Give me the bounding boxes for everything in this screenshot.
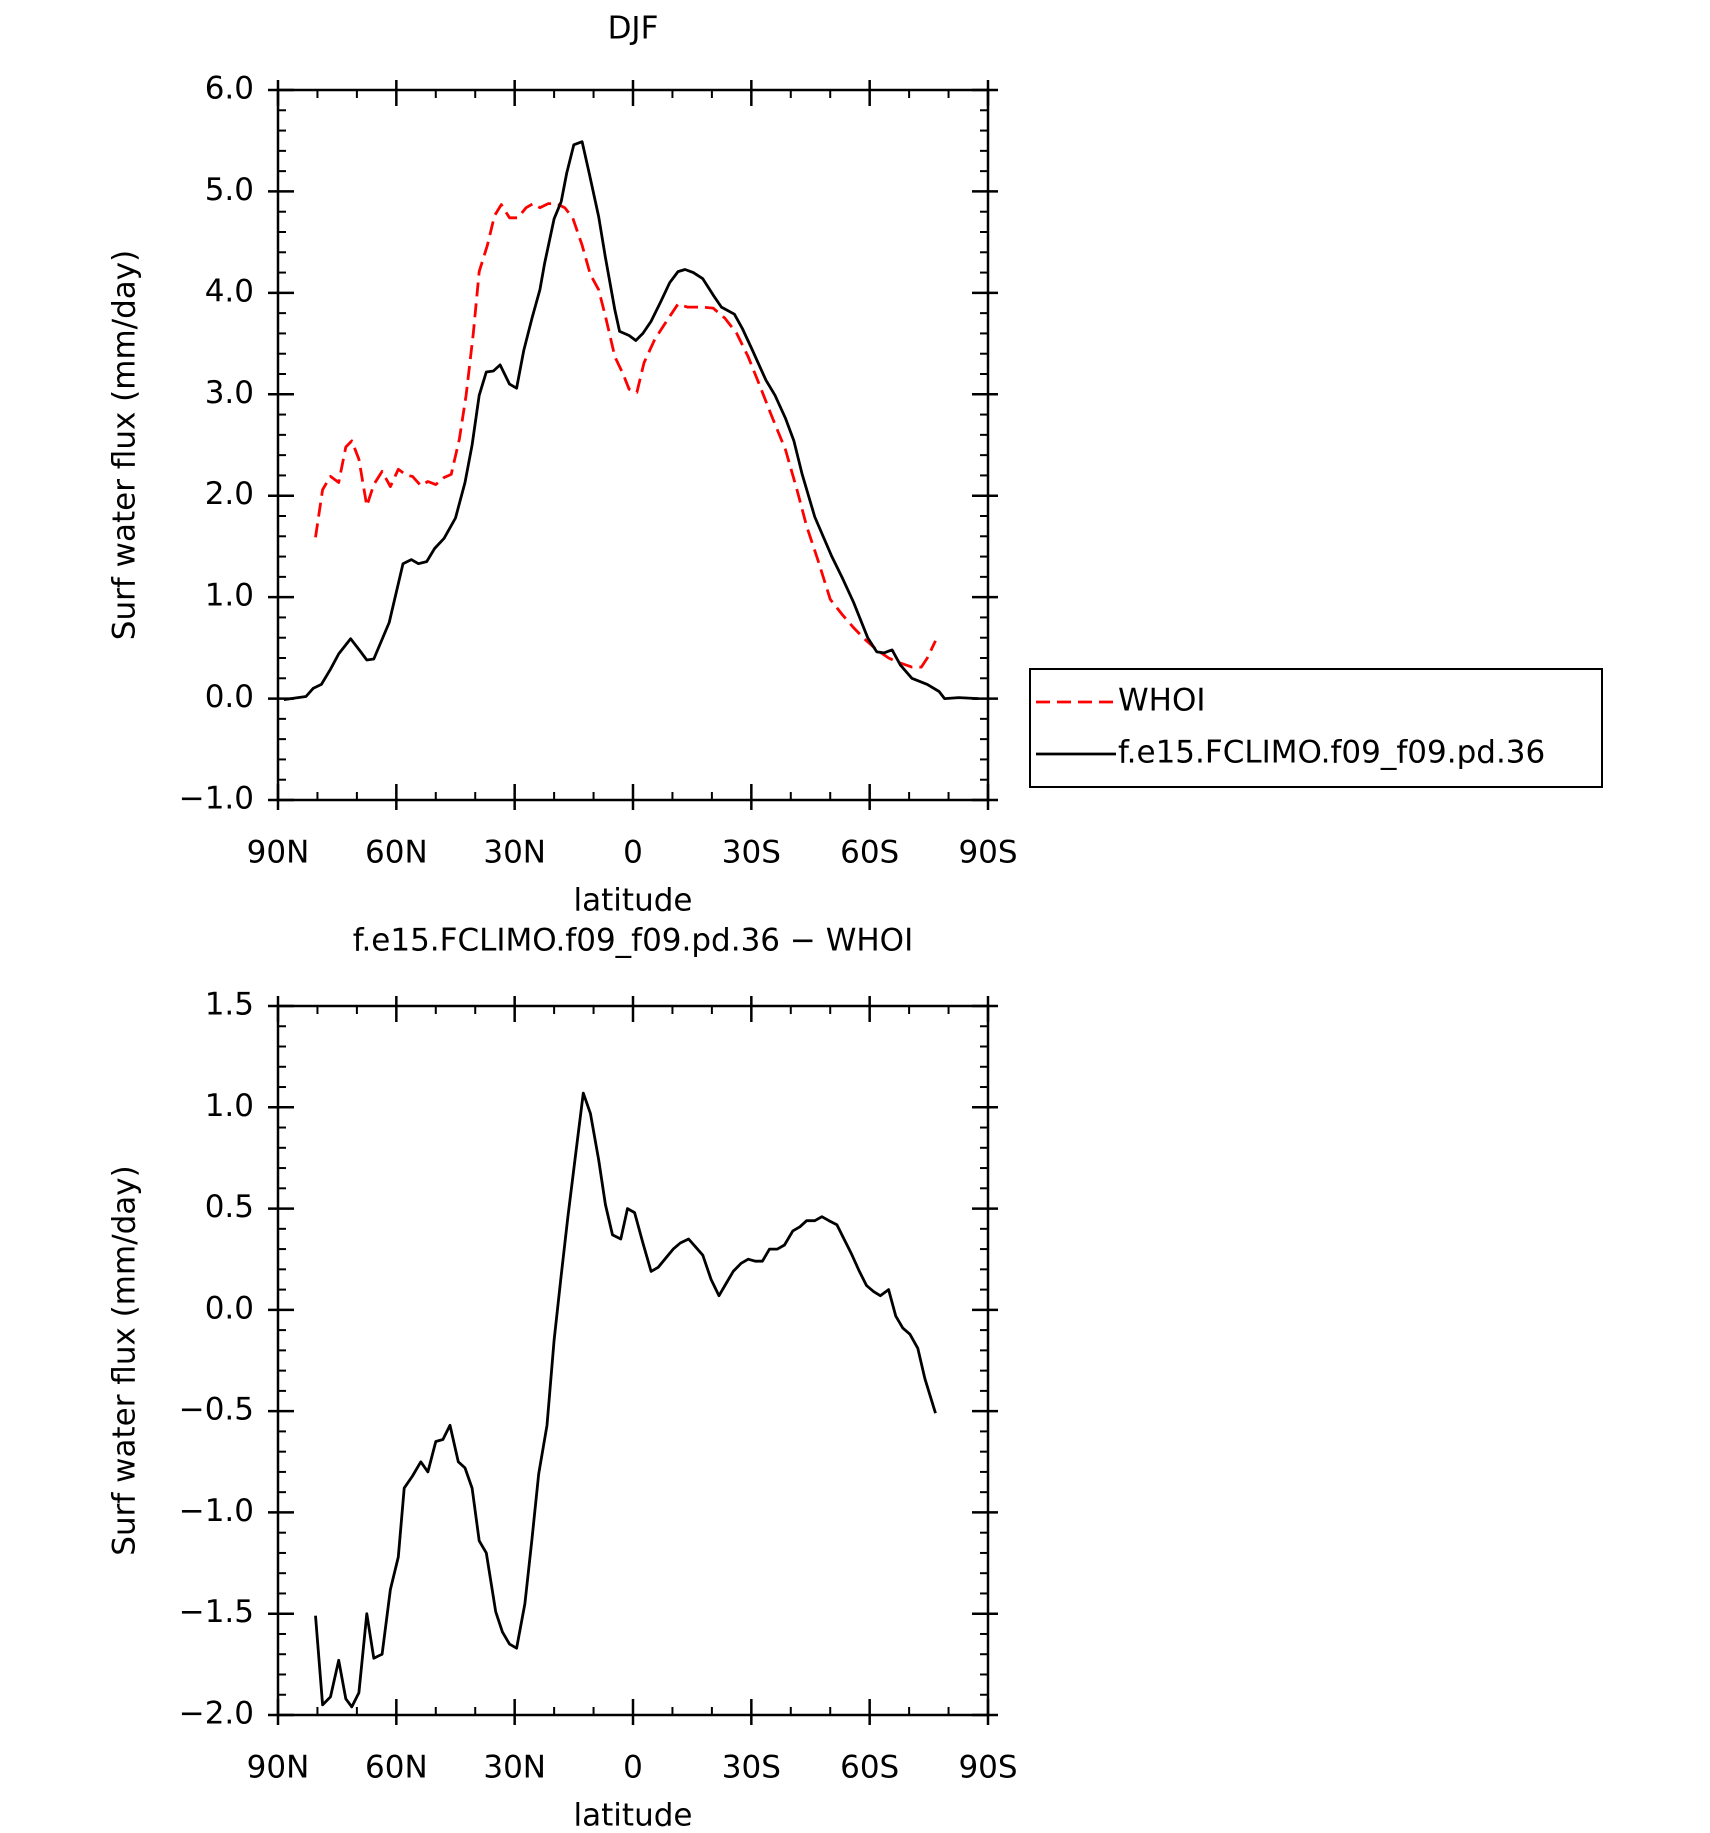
legend-label: WHOI: [1118, 683, 1206, 719]
x-tick-label: 30S: [722, 1750, 781, 1786]
x-tick-label: 90S: [958, 835, 1017, 871]
y-tick-label: 4.0: [205, 273, 254, 309]
x-tick-label: 30S: [722, 835, 781, 871]
x-tick-label: 0: [623, 1750, 643, 1786]
y-tick-label: −2.0: [179, 1696, 254, 1732]
y-tick-label: 0.0: [205, 679, 254, 715]
x-tick-label: 90S: [958, 1750, 1017, 1786]
y-tick-label: 1.0: [205, 578, 254, 614]
x-tick-label: 60S: [840, 835, 899, 871]
y-tick-label: 1.0: [205, 1088, 254, 1124]
y-tick-label: 0.0: [205, 1290, 254, 1326]
y-tick-label: 6.0: [205, 71, 254, 107]
x-tick-label: 30N: [483, 1750, 546, 1786]
y-tick-label: −1.5: [179, 1594, 254, 1630]
data-line: [283, 140, 979, 701]
data-line: [314, 202, 937, 669]
data-line: [314, 1091, 937, 1709]
x-axis-label: latitude: [574, 1798, 693, 1833]
x-tick-label: 30N: [483, 835, 546, 871]
y-axis-label: Surf water flux (mm/day): [107, 250, 143, 640]
plot-frame: [276, 1004, 990, 1717]
y-tick-label: 1.5: [205, 987, 254, 1023]
y-tick-label: 5.0: [205, 172, 254, 208]
x-axis-label: latitude: [574, 883, 693, 919]
y-tick-label: 2.0: [205, 476, 254, 512]
x-tick-label: 60N: [365, 1750, 428, 1786]
y-tick-label: −1.0: [179, 781, 254, 817]
y-tick-label: 0.5: [205, 1189, 254, 1225]
chart-title: f.e15.FCLIMO.f09_f09.pd.36 − WHOI: [353, 923, 913, 959]
x-tick-label: 60N: [365, 835, 428, 871]
y-axis-label: Surf water flux (mm/day): [107, 1165, 143, 1555]
y-tick-label: −1.0: [179, 1493, 254, 1529]
y-tick-label: 3.0: [205, 375, 254, 411]
x-tick-label: 90N: [247, 1750, 310, 1786]
plot-frame: [276, 88, 990, 802]
x-tick-label: 60S: [840, 1750, 899, 1786]
legend-label: f.e15.FCLIMO.f09_f09.pd.36: [1118, 735, 1545, 771]
x-tick-label: 0: [623, 835, 643, 871]
legend-box: [1029, 668, 1603, 788]
chart-title: DJF: [608, 11, 659, 47]
y-tick-label: −0.5: [179, 1392, 254, 1428]
x-tick-label: 90N: [247, 835, 310, 871]
